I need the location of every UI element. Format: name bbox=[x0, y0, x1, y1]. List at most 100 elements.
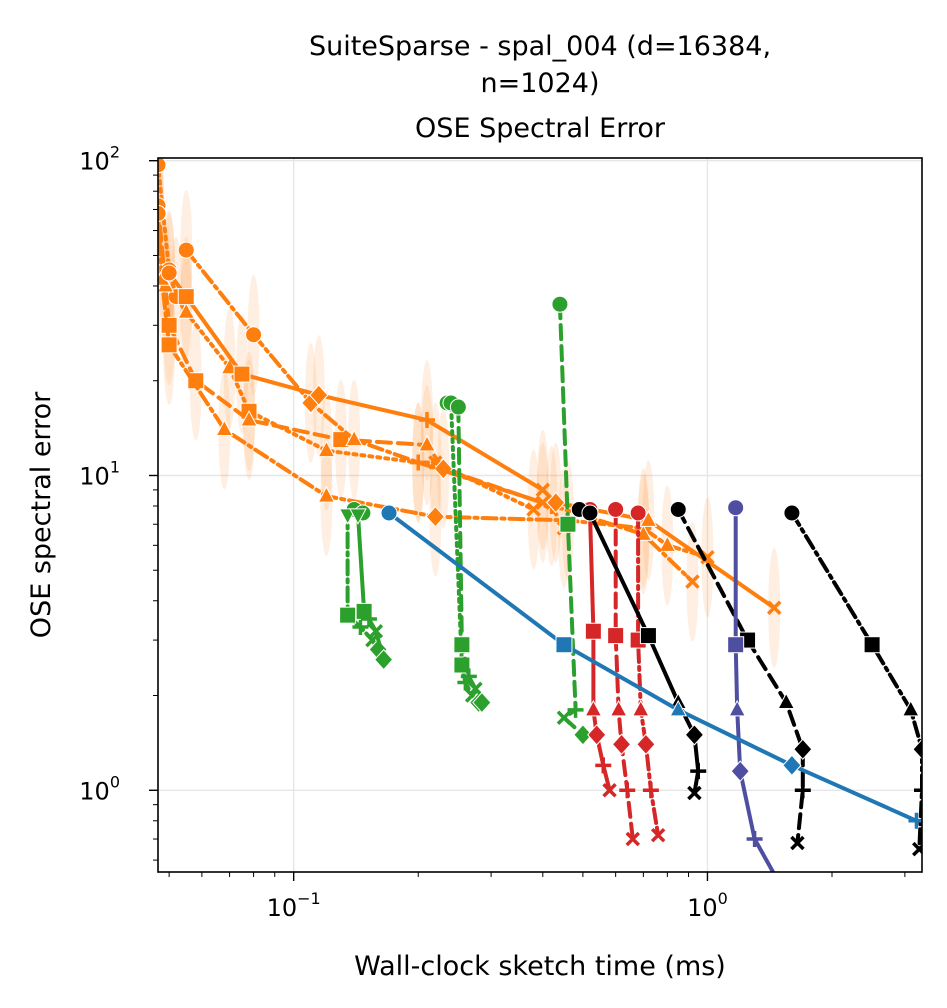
marker-square bbox=[233, 365, 251, 383]
marker-triangle-up bbox=[240, 409, 258, 427]
chart-title-line-2: n=1024) bbox=[481, 68, 600, 99]
marker-square bbox=[559, 515, 577, 533]
series-9 bbox=[551, 295, 593, 746]
y-tick-exponent: 0 bbox=[110, 772, 120, 791]
marker-triangle-up bbox=[177, 302, 196, 319]
marker-plus bbox=[419, 412, 436, 429]
marker-x bbox=[535, 482, 551, 498]
marker-plus bbox=[410, 454, 427, 471]
marker-circle bbox=[727, 499, 745, 517]
marker-square bbox=[639, 627, 657, 645]
marker-x bbox=[766, 600, 782, 616]
series-line bbox=[789, 511, 922, 852]
marker-triangle-up bbox=[215, 419, 234, 436]
marker-circle bbox=[380, 504, 398, 522]
marker-circle bbox=[581, 504, 599, 522]
marker-diamond bbox=[425, 505, 446, 528]
grid bbox=[158, 158, 922, 872]
marker-square bbox=[555, 636, 573, 654]
marker-triangle-up bbox=[631, 699, 650, 717]
marker-x bbox=[556, 710, 572, 725]
marker-plus bbox=[460, 668, 477, 685]
marker-x bbox=[602, 783, 617, 798]
series-3 bbox=[177, 241, 700, 589]
series-11 bbox=[607, 500, 641, 847]
series-line bbox=[167, 270, 777, 610]
marker-triangle-up bbox=[658, 535, 677, 552]
marker-diamond bbox=[782, 754, 802, 777]
marker-diamond bbox=[587, 724, 607, 746]
marker-square bbox=[863, 636, 881, 654]
y-tick-base: 10 bbox=[79, 148, 110, 176]
marker-square bbox=[584, 622, 602, 640]
marker-circle bbox=[669, 500, 687, 518]
series-1 bbox=[158, 197, 572, 536]
series-10 bbox=[581, 500, 617, 798]
marker-x bbox=[535, 495, 551, 510]
marker-square bbox=[453, 636, 471, 654]
marker-triangle-up bbox=[584, 699, 603, 717]
marker-square bbox=[727, 636, 745, 654]
marker-circle bbox=[449, 398, 467, 416]
marker-diamond bbox=[309, 384, 329, 406]
marker-triangle-up bbox=[609, 699, 628, 717]
y-tick-label: 100 bbox=[79, 772, 120, 805]
y-tick-exponent: 2 bbox=[110, 143, 120, 162]
marker-x bbox=[912, 841, 922, 857]
series-line bbox=[158, 203, 566, 531]
marker-diamond bbox=[472, 691, 492, 714]
marker-square bbox=[160, 336, 178, 354]
y-tick-exponent: 1 bbox=[110, 457, 120, 476]
marker-circle bbox=[158, 158, 167, 174]
marker-circle bbox=[177, 241, 195, 259]
marker-circle bbox=[158, 204, 167, 222]
series-line bbox=[676, 507, 805, 845]
series-line bbox=[184, 248, 695, 584]
marker-plus bbox=[690, 763, 707, 780]
series-17 bbox=[380, 504, 922, 829]
marker-x bbox=[685, 574, 700, 589]
series-line bbox=[158, 211, 710, 560]
y-axis-label: OSE spectral error bbox=[26, 391, 57, 638]
x-tick-base: 10 bbox=[687, 894, 718, 922]
marker-plus bbox=[352, 619, 369, 636]
marker-triangle-up bbox=[418, 434, 436, 452]
x-axis-label: Wall-clock sketch time (ms) bbox=[354, 951, 726, 982]
marker-x bbox=[625, 831, 641, 847]
marker-plus bbox=[746, 831, 763, 848]
marker-diamond bbox=[611, 733, 632, 756]
marker-triangle-up bbox=[639, 510, 658, 527]
marker-x bbox=[368, 624, 384, 639]
series-line bbox=[613, 507, 635, 841]
x-tick-exponent: −1 bbox=[297, 889, 321, 908]
marker-circle bbox=[607, 500, 625, 518]
marker-square bbox=[607, 627, 625, 645]
marker-diamond bbox=[636, 733, 656, 756]
marker-plus bbox=[567, 701, 584, 718]
marker-plus bbox=[619, 782, 636, 799]
marker-circle bbox=[160, 264, 178, 282]
marker-diamond bbox=[546, 491, 566, 514]
marker-diamond bbox=[684, 724, 705, 746]
marker-x bbox=[650, 827, 666, 843]
marker-square bbox=[177, 288, 195, 306]
marker-diamond bbox=[373, 648, 394, 671]
series-layer bbox=[158, 158, 922, 872]
marker-plus bbox=[794, 782, 811, 799]
series-15 bbox=[783, 504, 922, 857]
marker-circle bbox=[245, 326, 263, 344]
marker-diamond bbox=[730, 760, 750, 782]
marker-diamond bbox=[912, 738, 922, 760]
marker-plus bbox=[360, 611, 377, 628]
marker-triangle-up bbox=[669, 699, 688, 717]
marker-square bbox=[339, 606, 357, 624]
marker-circle bbox=[629, 504, 647, 522]
chart-title-line-1: SuiteSparse - spal_004 (d=16384, bbox=[309, 31, 771, 62]
marker-circle bbox=[551, 295, 569, 313]
marker-plus bbox=[595, 757, 612, 774]
marker-triangle-up bbox=[777, 692, 796, 710]
marker-triangle-down bbox=[349, 508, 367, 525]
x-tick-exponent: 0 bbox=[718, 889, 728, 908]
